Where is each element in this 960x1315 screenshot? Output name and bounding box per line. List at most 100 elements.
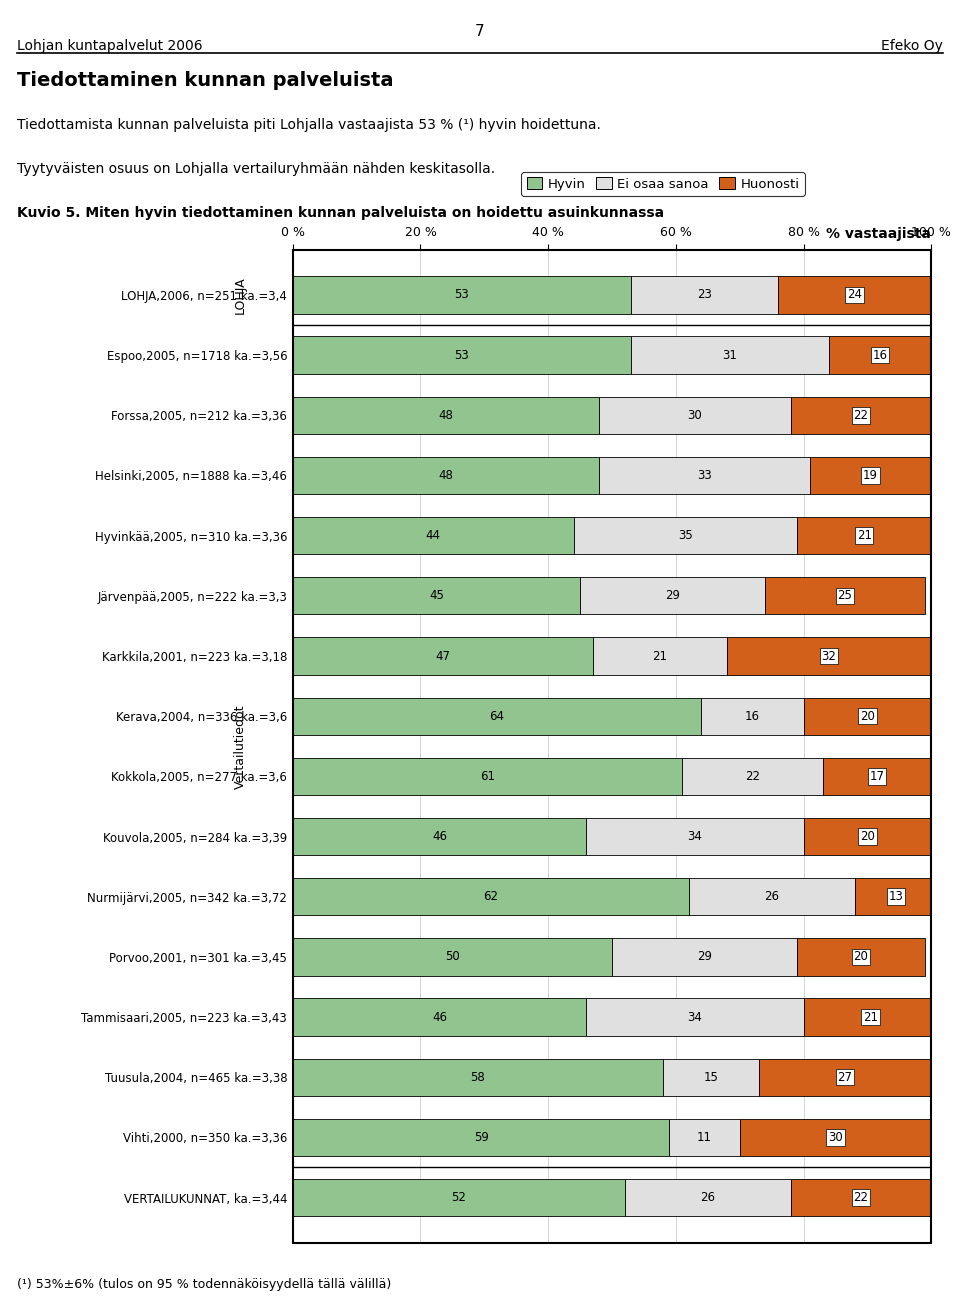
Bar <box>804 998 938 1036</box>
Bar <box>587 998 804 1036</box>
Bar <box>293 757 683 796</box>
Bar <box>631 337 829 373</box>
Text: 44: 44 <box>425 529 441 542</box>
Bar <box>791 1178 931 1216</box>
Text: Lohjan kuntapalvelut 2006: Lohjan kuntapalvelut 2006 <box>17 39 203 54</box>
Text: 21: 21 <box>653 650 667 663</box>
Bar <box>829 337 931 373</box>
Text: 16: 16 <box>745 710 760 723</box>
Text: 47: 47 <box>435 650 450 663</box>
Text: Tyytyväisten osuus on Lohjalla vertailuryhmään nähden keskitasolla.: Tyytyväisten osuus on Lohjalla vertailur… <box>17 162 495 176</box>
Bar <box>727 638 931 675</box>
Text: 27: 27 <box>837 1070 852 1084</box>
Bar <box>688 878 854 915</box>
Bar <box>823 757 931 796</box>
Text: 59: 59 <box>473 1131 489 1144</box>
Text: 46: 46 <box>432 1010 447 1023</box>
Bar <box>293 1059 663 1095</box>
Bar <box>293 638 593 675</box>
Text: 20: 20 <box>860 830 875 843</box>
Bar <box>293 818 587 855</box>
Bar <box>797 938 924 976</box>
Bar <box>625 1178 791 1216</box>
Bar <box>663 1059 758 1095</box>
Text: 50: 50 <box>445 951 460 964</box>
Bar <box>804 697 931 735</box>
Bar <box>765 577 924 614</box>
Bar <box>739 1119 931 1156</box>
Text: 20: 20 <box>860 710 875 723</box>
Bar <box>293 337 631 373</box>
Bar <box>804 818 931 855</box>
Text: 25: 25 <box>837 589 852 602</box>
Bar <box>574 517 797 555</box>
Text: 46: 46 <box>432 830 447 843</box>
Bar <box>293 517 574 555</box>
Text: 22: 22 <box>853 1191 869 1205</box>
Bar <box>580 577 765 614</box>
Bar <box>669 1119 739 1156</box>
Text: 23: 23 <box>697 288 712 301</box>
Text: 30: 30 <box>828 1131 843 1144</box>
Bar <box>293 697 702 735</box>
Bar <box>758 1059 931 1095</box>
Bar <box>702 697 804 735</box>
Bar <box>293 276 631 314</box>
Text: 29: 29 <box>697 951 712 964</box>
Text: 17: 17 <box>870 769 884 782</box>
Text: Efeko Oy: Efeko Oy <box>881 39 943 54</box>
Text: 58: 58 <box>470 1070 486 1084</box>
Bar <box>293 878 688 915</box>
Text: Kuvio 5. Miten hyvin tiedottaminen kunnan palveluista on hoidettu asuinkunnassa: Kuvio 5. Miten hyvin tiedottaminen kunna… <box>17 206 664 221</box>
Bar <box>293 456 599 494</box>
Text: 24: 24 <box>847 288 862 301</box>
Text: % vastaajista: % vastaajista <box>827 226 931 241</box>
Text: 48: 48 <box>439 409 453 422</box>
Text: 20: 20 <box>853 951 869 964</box>
Text: 34: 34 <box>687 830 703 843</box>
Bar <box>293 1178 625 1216</box>
Text: 19: 19 <box>863 469 878 483</box>
Text: 7: 7 <box>475 24 485 38</box>
Text: 53: 53 <box>455 288 469 301</box>
Text: 45: 45 <box>429 589 444 602</box>
Text: 35: 35 <box>678 529 693 542</box>
Text: Tiedottamista kunnan palveluista piti Lohjalla vastaajista 53 % (¹) hyvin hoidet: Tiedottamista kunnan palveluista piti Lo… <box>17 118 601 133</box>
Text: 32: 32 <box>822 650 836 663</box>
Text: 53: 53 <box>455 348 469 362</box>
Text: 62: 62 <box>483 890 498 903</box>
Text: 22: 22 <box>745 769 760 782</box>
Text: 64: 64 <box>490 710 505 723</box>
Text: 22: 22 <box>853 409 869 422</box>
Text: 15: 15 <box>704 1070 718 1084</box>
Legend: Hyvin, Ei osaa sanoa, Huonosti: Hyvin, Ei osaa sanoa, Huonosti <box>521 172 804 196</box>
Bar <box>599 456 810 494</box>
Text: 48: 48 <box>439 469 453 483</box>
Text: 31: 31 <box>723 348 737 362</box>
Bar <box>293 938 612 976</box>
Text: Vertailutiedot: Vertailutiedot <box>233 704 247 789</box>
Bar <box>810 456 931 494</box>
Text: 34: 34 <box>687 1010 703 1023</box>
Text: Tiedottaminen kunnan palveluista: Tiedottaminen kunnan palveluista <box>17 71 394 89</box>
Bar <box>599 397 791 434</box>
Bar <box>791 397 931 434</box>
Text: 26: 26 <box>700 1191 715 1205</box>
Text: 52: 52 <box>451 1191 467 1205</box>
Bar <box>293 998 587 1036</box>
Bar <box>778 276 931 314</box>
Text: 21: 21 <box>863 1010 878 1023</box>
Text: 21: 21 <box>856 529 872 542</box>
Bar <box>593 638 727 675</box>
Bar <box>587 818 804 855</box>
Text: 26: 26 <box>764 890 780 903</box>
Text: 11: 11 <box>697 1131 712 1144</box>
Text: (¹) 53%±6% (tulos on 95 % todennäköisyydellä tällä välillä): (¹) 53%±6% (tulos on 95 % todennäköisyyd… <box>17 1278 392 1291</box>
Bar <box>683 757 823 796</box>
Text: 13: 13 <box>889 890 903 903</box>
Text: 61: 61 <box>480 769 495 782</box>
Text: 30: 30 <box>687 409 703 422</box>
Bar <box>293 1119 669 1156</box>
Bar <box>293 577 580 614</box>
Bar <box>612 938 797 976</box>
